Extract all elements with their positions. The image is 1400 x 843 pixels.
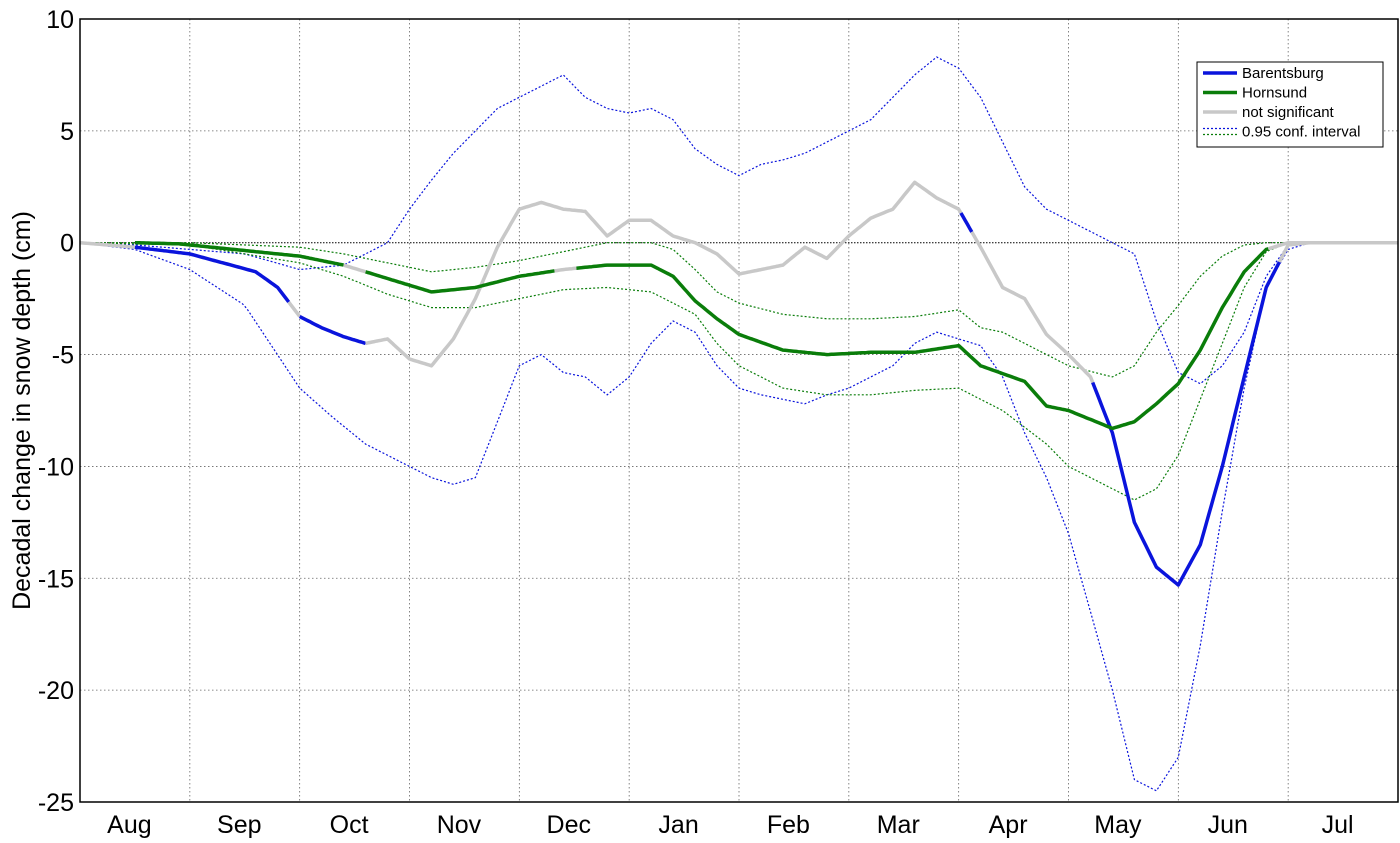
series-hornsund-not-significant [554, 266, 577, 273]
x-tick-label-aug: Aug [107, 811, 151, 839]
legend-label: not significant [1242, 104, 1335, 121]
x-tick-label-dec: Dec [547, 811, 591, 839]
x-tick-label-may: May [1094, 811, 1142, 839]
x-tick-label-apr: Apr [989, 811, 1028, 839]
y-tick-label: 10 [46, 6, 74, 34]
series-lines [79, 180, 1398, 587]
legend: Barentsburg Hornsund not significant 0.95 c… [1196, 61, 1384, 148]
x-tick-labels: Aug Sep Oct Nov Dec Jan Feb Mar Apr May Jun Jul [107, 811, 1353, 839]
confidence-interval-lines [79, 56, 1398, 792]
x-tick-label-sep: Sep [217, 811, 261, 839]
series-barentsburg-not-significant [365, 180, 963, 368]
ci-lower-hornsund [79, 242, 1398, 501]
series-barentsburg-significant [1091, 261, 1281, 587]
y-tick-labels: 10 5 0 -5 -10 -15 -20 -25 [38, 6, 74, 817]
x-tick-label-mar: Mar [877, 811, 920, 839]
series-barentsburg-not-significant [970, 231, 1095, 384]
series-hornsund-significant [365, 269, 555, 294]
series-barentsburg-not-significant [287, 300, 302, 318]
legend-entry-barentsburg: Barentsburg [1203, 65, 1324, 82]
ci-upper-hornsund [80, 242, 1398, 378]
series-barentsburg-significant [298, 314, 367, 346]
y-tick-label: -10 [38, 453, 74, 481]
y-axis-label: Decadal change in snow depth (cm) [8, 211, 36, 610]
legend-label: 0.95 conf. interval [1242, 124, 1360, 141]
series-hornsund-significant [576, 247, 1269, 431]
legend-entry-not-significant: not significant [1203, 104, 1335, 121]
x-tick-label-nov: Nov [437, 811, 482, 839]
ci-upper-barentsburg [79, 56, 1398, 385]
y-tick-label: -20 [38, 677, 74, 705]
series-barentsburg-significant [959, 212, 974, 233]
x-tick-label-feb: Feb [767, 811, 810, 839]
legend-box [1196, 61, 1384, 148]
x-tick-label-jul: Jul [1322, 811, 1354, 839]
y-tick-label: -25 [38, 789, 74, 817]
series-hornsund-not-significant [1267, 240, 1398, 251]
series-barentsburg-significant [134, 245, 291, 304]
ci-lower-barentsburg [79, 242, 1398, 792]
plot-frame [79, 18, 1399, 803]
legend-label: Barentsburg [1242, 65, 1324, 82]
series-hornsund-significant [134, 240, 344, 267]
legend-label: Hornsund [1242, 85, 1307, 102]
grid-lines [80, 19, 1398, 802]
y-tick-label: 0 [60, 230, 74, 258]
x-tick-label-jan: Jan [658, 811, 698, 839]
series-barentsburg-not-significant [79, 240, 136, 249]
y-tick-label: -15 [38, 565, 74, 593]
y-tick-label: 5 [60, 118, 74, 146]
legend-entry-hornsund: Hornsund [1203, 85, 1307, 102]
series-barentsburg-not-significant [1277, 240, 1398, 263]
x-tick-label-oct: Oct [330, 811, 369, 839]
y-tick-label: -5 [52, 342, 74, 370]
series-hornsund-not-significant [343, 263, 367, 274]
legend-entry-0-95-conf-interval: 0.95 conf. interval [1203, 124, 1360, 141]
x-tick-label-jun: Jun [1208, 811, 1248, 839]
